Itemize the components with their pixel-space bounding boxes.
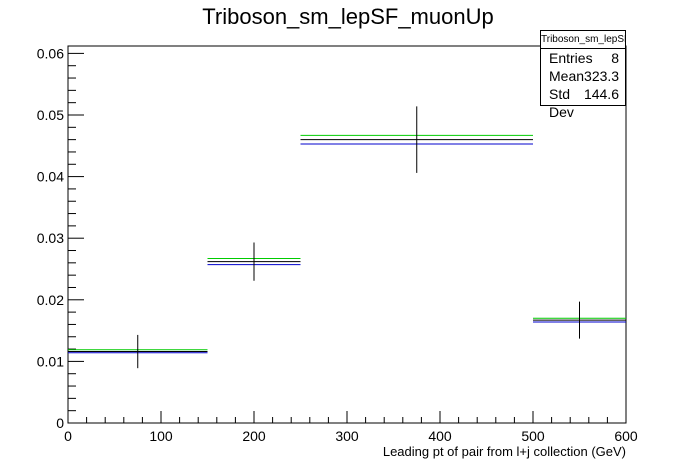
stats-row-mean: Mean 323.3 [541,67,625,85]
x-axis-label: Leading pt of pair from l+j collection (… [383,444,626,459]
stats-title: Triboson_sm_lepSF_muonUp [541,31,625,49]
stats-label: Entries [549,50,593,66]
stats-value: 144.6 [583,86,619,102]
y-tick-label: 0 [56,415,64,431]
x-tick-label: 0 [64,428,72,444]
y-tick-label: 0.04 [37,169,64,185]
y-tick-label: 0.01 [37,353,64,369]
x-tick-label: 400 [428,428,452,444]
y-tick-label: 0.03 [37,230,64,246]
stats-label: Std Dev [549,86,574,120]
x-tick-label: 500 [521,428,545,444]
x-tick-label: 200 [242,428,266,444]
stats-box: Triboson_sm_lepSF_muonUp Entries 8 Mean … [540,30,626,120]
x-tick-label: 600 [614,428,638,444]
stats-value: 8 [611,50,619,66]
stats-row-stddev: Std Dev 144.6 [541,85,625,121]
y-tick-label: 0.06 [37,45,64,61]
stats-value: 323.3 [584,68,620,84]
axis-ticks: 0 100 200 300 400 500 600 0 0.01 0.02 0.03 0.04 0.05… [37,45,638,444]
stats-row-entries: Entries 8 [541,49,625,67]
chart-title: Triboson_sm_lepSF_muonUp [202,4,493,29]
y-tick-label: 0.05 [37,107,64,123]
data-marks [68,106,626,369]
x-tick-label: 100 [149,428,173,444]
stats-label: Mean [549,68,585,84]
y-tick-label: 0.02 [37,292,64,308]
x-tick-label: 300 [335,428,359,444]
